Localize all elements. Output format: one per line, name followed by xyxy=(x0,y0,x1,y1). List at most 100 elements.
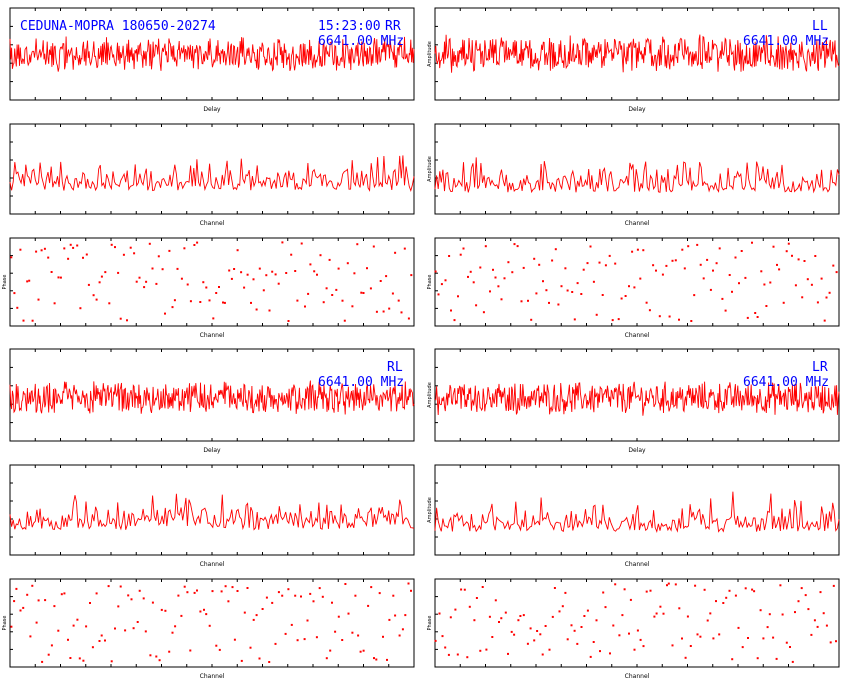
lr-channel-phase-point xyxy=(468,605,471,608)
rl-channel-phase-point xyxy=(127,594,130,597)
rr-channel-phase-point xyxy=(126,319,128,322)
rr-channel-phase-point xyxy=(92,294,95,297)
ll-channel-phase-point xyxy=(511,271,514,274)
ll-channel-phase-point xyxy=(462,247,465,250)
lr-channel-phase-point xyxy=(766,626,769,629)
rr-channel-phase-point xyxy=(138,276,141,279)
rl-channel-phase-point xyxy=(261,608,264,610)
ll-channel-phase-point xyxy=(479,266,482,269)
rr-channel-phase-point xyxy=(26,280,29,283)
rl-channel-phase-point xyxy=(220,590,223,593)
rr-channel-phase-point xyxy=(290,253,293,256)
lr-channel-phase-point xyxy=(473,619,476,622)
lr-channel-amplitude-series-line xyxy=(434,491,840,534)
rl-channel-phase-point xyxy=(208,624,211,627)
ll-channel-phase-point xyxy=(453,319,456,322)
rl-channel-phase-point xyxy=(233,638,236,641)
rr-channel-amplitude-series-line xyxy=(9,155,415,193)
lr-channel-phase-point xyxy=(491,636,494,638)
ll-channel-phase-point xyxy=(589,245,592,248)
rr-channel-phase-point xyxy=(335,288,338,291)
rl-channel-phase-point xyxy=(218,648,221,651)
ll-channel-phase-point xyxy=(503,277,506,280)
ll-channel-phase-frame xyxy=(434,237,840,327)
ll-channel-phase-point xyxy=(444,279,447,282)
rr-channel-phase-point xyxy=(391,292,394,295)
lr-channel-phase-point xyxy=(449,616,452,619)
ll-channel-phase-point xyxy=(801,296,804,299)
rr-channel-phase-point xyxy=(76,244,79,247)
lr-channel-phase-point xyxy=(681,637,683,640)
rl-channel-phase-point xyxy=(98,640,101,642)
rr-channel-phase-point xyxy=(145,280,148,283)
rl-channel-phase-point xyxy=(37,599,40,602)
lr-channel-phase-point xyxy=(715,600,717,603)
ll-delay-series-line xyxy=(434,34,840,73)
ll-channel-phase-ylabel: Phase xyxy=(427,275,433,290)
ll-channel-phase-point xyxy=(500,298,503,301)
rl-channel-phase-point xyxy=(331,601,333,604)
ll-channel-phase-point xyxy=(467,275,469,278)
rl-channel-phase-point xyxy=(321,595,324,598)
lr-channel-phase-point xyxy=(829,641,832,644)
ll-channel-phase-point xyxy=(724,309,727,312)
rr-channel-phase-point xyxy=(388,307,391,310)
ll-channel-phase-point xyxy=(631,250,634,253)
ll-channel-phase-point xyxy=(810,283,813,286)
ll-channel-phase-point xyxy=(648,309,651,312)
rl-channel-phase-point xyxy=(31,584,34,587)
ll-channel-phase-point xyxy=(690,320,693,322)
rr-channel-phase-point xyxy=(385,275,388,278)
ll-channel-phase-point xyxy=(828,291,831,294)
rl-channel-phase-point xyxy=(60,593,63,596)
rr-channel-phase-point xyxy=(360,291,363,294)
lr-delay-series-line xyxy=(434,381,840,416)
rr-channel-phase-frame xyxy=(9,237,415,327)
rl-channel-phase-point xyxy=(136,621,139,623)
ll-channel-phase-point xyxy=(614,262,617,265)
lr-channel-phase-point xyxy=(789,646,791,648)
ll-channel-phase-point xyxy=(586,262,589,265)
ll-channel-phase-point xyxy=(642,249,645,252)
rl-channel-phase-point xyxy=(404,614,407,617)
lr-channel-phase-point xyxy=(533,639,536,642)
ll-channel-phase-point xyxy=(522,266,525,269)
rr-channel-phase-point xyxy=(252,278,255,281)
rl-channel-phase-point xyxy=(315,636,318,639)
rl-channel-phase-point xyxy=(351,631,354,634)
rl-channel-phase-point xyxy=(215,644,218,647)
rl-channel-phase-point xyxy=(57,629,60,632)
rl-channel-phase-point xyxy=(236,590,239,592)
lr-channel-phase-point xyxy=(529,627,532,630)
lr-channel-phase-point xyxy=(447,653,450,656)
lr-channel-phase-point xyxy=(671,644,674,647)
freq-label-rr: 6641.00 MHz xyxy=(318,34,405,49)
rl-channel-phase-point xyxy=(199,610,202,613)
rr-channel-phase-point xyxy=(394,251,397,254)
rr-channel-phase-point xyxy=(173,299,176,302)
ll-channel-phase-point xyxy=(765,305,768,307)
rl-channel-phase-point xyxy=(177,594,180,597)
rr-channel-phase-point xyxy=(281,241,284,244)
ll-channel-phase-point xyxy=(814,255,817,257)
ll-channel-phase-point xyxy=(823,319,826,322)
rl-channel-phase-point xyxy=(394,614,397,617)
ll-channel-phase-point xyxy=(797,258,800,261)
rl-channel-amplitude-frame xyxy=(9,464,415,556)
lr-channel-phase-point xyxy=(797,600,800,603)
rl-channel-phase-point xyxy=(82,659,85,662)
rl-channel-phase-point xyxy=(95,592,98,595)
lr-channel-phase-point xyxy=(696,633,699,636)
ll-channel-phase-point xyxy=(835,271,838,274)
rl-delay-xlabel: Delay xyxy=(203,447,221,454)
ll-channel-phase-point xyxy=(459,253,462,256)
lr-channel-phase-point xyxy=(618,634,621,637)
ll-channel-amplitude-ylabel: Amplitude xyxy=(427,156,433,182)
rr-channel-phase-point xyxy=(114,246,116,249)
lr-channel-phase-point xyxy=(689,645,692,647)
ll-channel-phase-point xyxy=(580,293,583,295)
lr-channel-phase-point xyxy=(629,598,632,601)
lr-channel-phase-point xyxy=(479,649,482,652)
rl-channel-phase-point xyxy=(398,634,401,637)
rr-channel-phase-point xyxy=(262,289,265,292)
